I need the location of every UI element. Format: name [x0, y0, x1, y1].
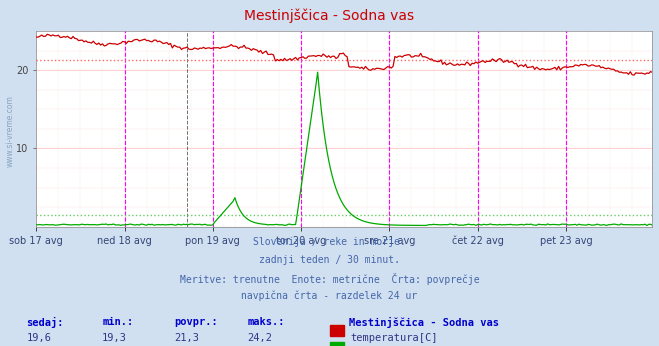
Text: Slovenija / reke in morje.: Slovenija / reke in morje. — [253, 237, 406, 247]
Text: temperatura[C]: temperatura[C] — [351, 333, 438, 343]
Text: zadnji teden / 30 minut.: zadnji teden / 30 minut. — [259, 255, 400, 265]
Text: maks.:: maks.: — [247, 317, 285, 327]
Text: sedaj:: sedaj: — [26, 317, 64, 328]
Text: Mestinjščica - Sodna vas: Mestinjščica - Sodna vas — [244, 9, 415, 23]
Text: navpična črta - razdelek 24 ur: navpična črta - razdelek 24 ur — [241, 291, 418, 301]
Text: 19,6: 19,6 — [26, 333, 51, 343]
Text: 24,2: 24,2 — [247, 333, 272, 343]
Text: 19,3: 19,3 — [102, 333, 127, 343]
Text: min.:: min.: — [102, 317, 133, 327]
Text: www.si-vreme.com: www.si-vreme.com — [5, 95, 14, 167]
Text: 21,3: 21,3 — [175, 333, 200, 343]
Text: povpr.:: povpr.: — [175, 317, 218, 327]
Text: Meritve: trenutne  Enote: metrične  Črta: povprečje: Meritve: trenutne Enote: metrične Črta: … — [180, 273, 479, 285]
Text: Mestinjščica - Sodna vas: Mestinjščica - Sodna vas — [349, 317, 500, 328]
